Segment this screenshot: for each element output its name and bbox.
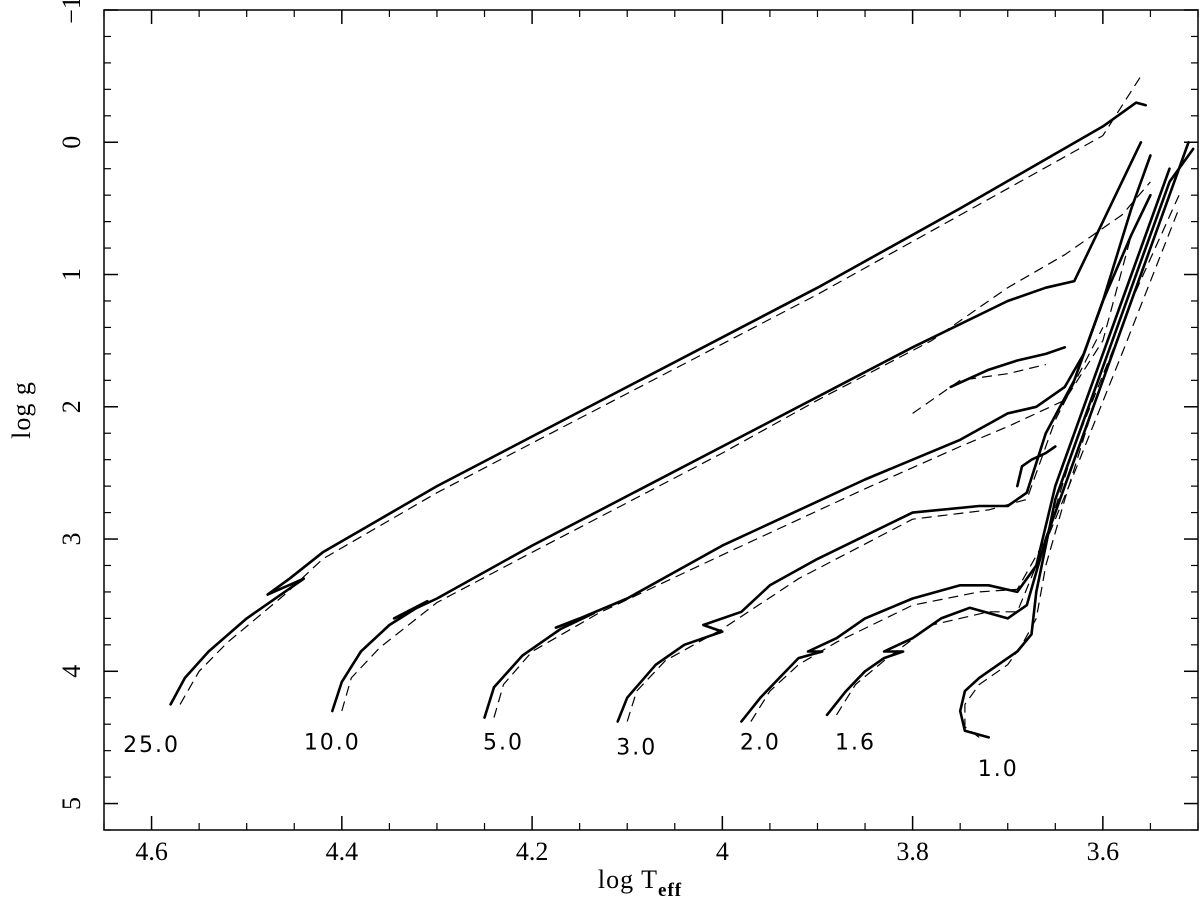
x-tick-label: 3.8 (896, 837, 929, 866)
x-tick-label: 4.2 (516, 837, 549, 866)
mass-labels: 25.0 10.0 5.0 3.0 2.0 1.6 1.0 (123, 730, 1019, 782)
mass-label-3: 3.0 (616, 736, 657, 761)
solid-track-8 (1016, 445, 1057, 488)
x-tick-label: 4.6 (135, 837, 168, 866)
axis-ticks: 4.6 4.4 4.2 4 3.8 3.6 −1 0 1 2 3 4 5 (57, 0, 1199, 866)
dashed-track-7 (912, 363, 1046, 414)
y-tick-label: 0 (57, 136, 86, 149)
mass-label-4: 2.0 (740, 730, 781, 755)
x-tick-label: 3.6 (1087, 837, 1120, 866)
mass-label-1: 10.0 (304, 730, 361, 755)
dashed-track-6 (964, 194, 1180, 738)
solid-track-0 (169, 101, 1147, 706)
dashed-track-1 (341, 181, 1151, 712)
solid-track-1 (331, 141, 1143, 713)
mass-label-5: 1.6 (835, 730, 876, 755)
dashed-track-3 (626, 327, 1104, 722)
dashed-track-4 (750, 327, 1123, 722)
solid-track-3 (616, 193, 1152, 723)
evolutionary-tracks (169, 75, 1195, 739)
y-tick-label: 4 (57, 665, 86, 678)
y-axis-title: log g (7, 381, 36, 439)
x-axis-title: log Teff (598, 865, 682, 901)
x-axis-title-subscript: eff (658, 880, 682, 901)
x-tick-label: 4.4 (326, 837, 359, 866)
mass-label-6: 1.0 (978, 757, 1019, 782)
dashed-track-0 (179, 75, 1142, 705)
x-tick-label: 4 (716, 837, 729, 866)
y-tick-label: −1 (57, 0, 86, 24)
solid-track-7 (949, 346, 1067, 389)
y-tick-label: 5 (57, 797, 86, 810)
dashed-track-5 (835, 208, 1180, 716)
plot-frame (103, 9, 1199, 831)
mass-label-2: 5.0 (483, 730, 524, 755)
y-tick-label: 2 (57, 400, 86, 413)
y-tick-label: 1 (57, 268, 86, 281)
mass-label-0: 25.0 (123, 733, 180, 758)
solid-track-4 (740, 167, 1171, 723)
solid-track-5 (825, 141, 1190, 717)
y-tick-label: 3 (57, 533, 86, 546)
solid-track-2 (483, 154, 1152, 719)
solid-track-6 (958, 147, 1195, 739)
dashed-track-2 (493, 234, 1132, 718)
